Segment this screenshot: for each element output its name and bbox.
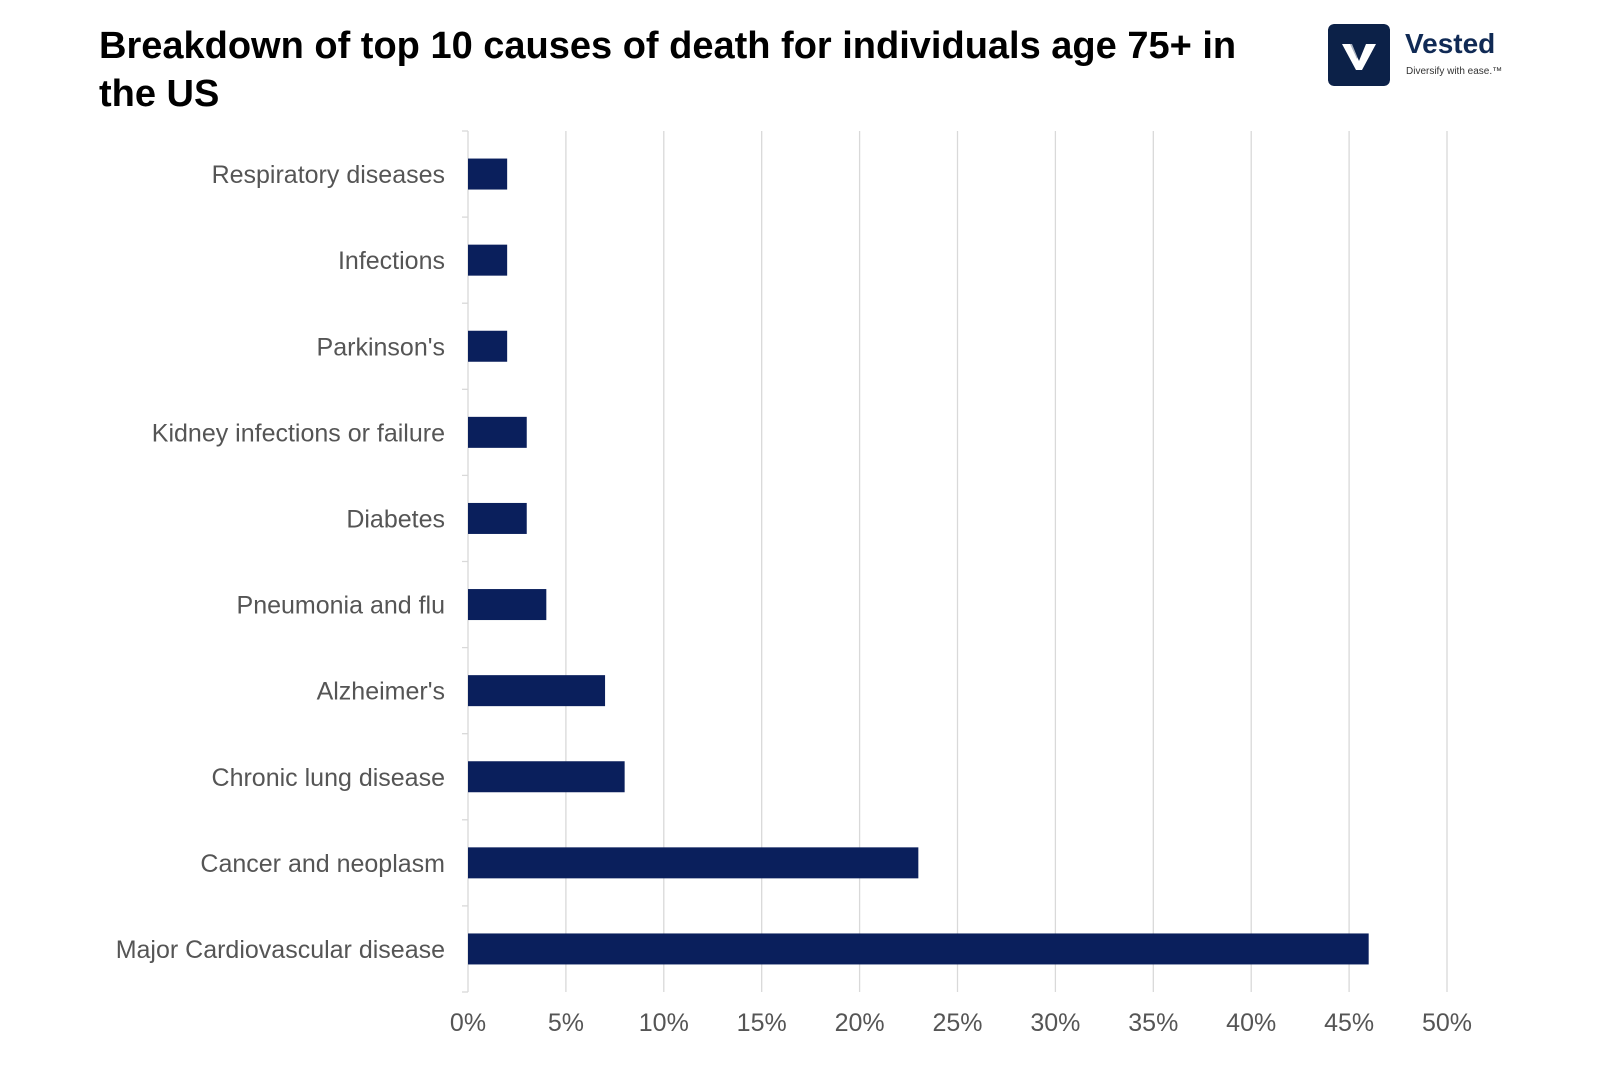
bar <box>468 416 527 448</box>
logo-brand-name: Vested <box>1405 28 1496 59</box>
category-label: Pneumonia and flu <box>237 592 445 620</box>
chart-title: Breakdown of top 10 causes of death for … <box>99 25 1237 115</box>
bar <box>468 330 508 362</box>
bar <box>468 502 527 534</box>
x-tick-label: 5% <box>548 1009 584 1037</box>
x-tick-label: 40% <box>1226 1009 1276 1037</box>
bar <box>468 761 625 793</box>
x-tick-label: 35% <box>1128 1009 1178 1037</box>
bar <box>468 847 919 879</box>
x-tick-label: 20% <box>835 1009 885 1037</box>
category-label: Kidney infections or failure <box>152 419 445 447</box>
category-label: Respiratory diseases <box>212 161 445 189</box>
logo-tagline: Diversify with ease.™ <box>1406 66 1503 77</box>
x-tick-label: 0% <box>450 1009 486 1037</box>
category-label: Cancer and neoplasm <box>200 850 445 878</box>
category-label: Chronic lung disease <box>212 764 445 792</box>
x-tick-label: 15% <box>737 1009 787 1037</box>
x-tick-label: 10% <box>639 1009 689 1037</box>
x-tick-label: 25% <box>932 1009 982 1037</box>
bar <box>468 589 547 621</box>
category-label: Major Cardiovascular disease <box>116 936 445 964</box>
category-labels: Respiratory diseases Infections Parkinson'… <box>116 161 445 964</box>
bar <box>468 244 508 276</box>
bar <box>468 933 1369 965</box>
bar <box>468 675 606 707</box>
bar <box>468 158 508 190</box>
category-label: Parkinson's <box>317 333 445 361</box>
category-label: Alzheimer's <box>317 678 445 706</box>
y-axis <box>462 130 469 993</box>
brand-logo: Vested Diversify with ease.™ <box>1328 24 1558 88</box>
category-label: Infections <box>338 247 445 275</box>
vested-v-logo-icon <box>1328 24 1390 86</box>
x-tick-label: 30% <box>1030 1009 1080 1037</box>
x-tick-label: 50% <box>1422 1009 1472 1037</box>
bars <box>468 158 1369 965</box>
category-label: Diabetes <box>346 505 445 533</box>
x-tick-labels: 0% 5% 10% 15% 20% 25% 30% 35% 40% 45% 50% <box>450 1009 1472 1037</box>
x-tick-label: 45% <box>1324 1009 1374 1037</box>
